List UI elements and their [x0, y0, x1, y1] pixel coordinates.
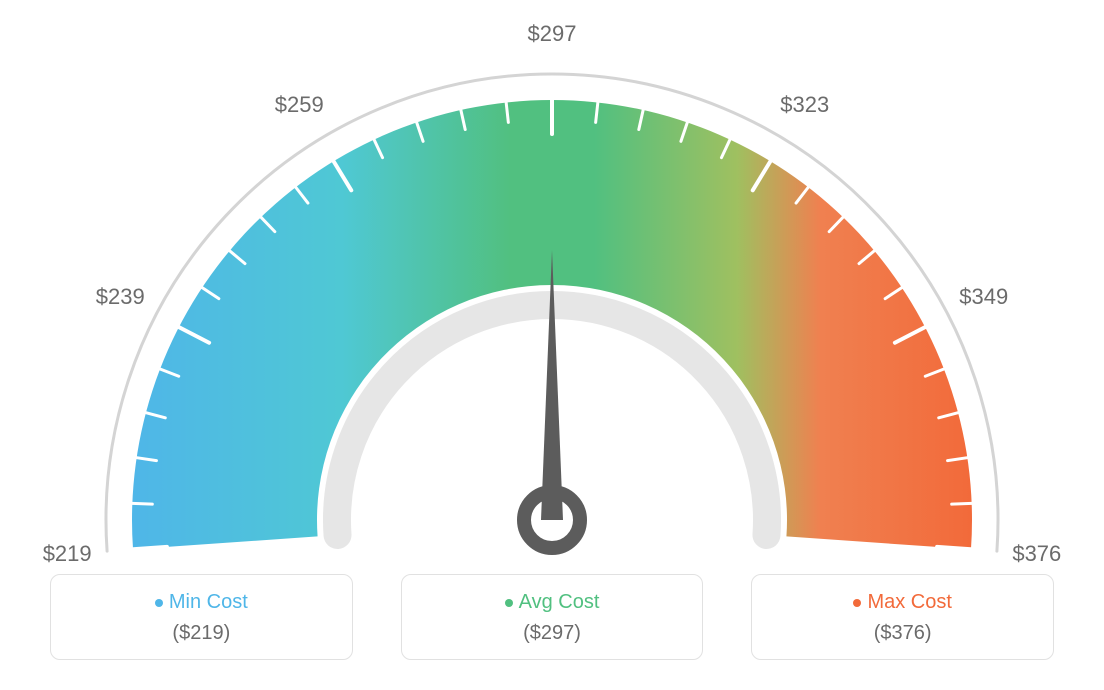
legend-row: Min Cost ($219) Avg Cost ($297) Max Cost… [0, 574, 1104, 660]
gauge-tick-label: $297 [528, 21, 577, 47]
gauge-tick-label: $376 [1012, 541, 1061, 567]
gauge-svg [0, 0, 1104, 560]
dot-icon [853, 599, 861, 607]
gauge-tick-label: $239 [96, 284, 145, 310]
legend-card-avg: Avg Cost ($297) [401, 574, 704, 660]
legend-title-text: Max Cost [867, 591, 951, 614]
dot-icon [155, 599, 163, 607]
legend-title-max: Max Cost [853, 591, 951, 614]
legend-title-avg: Avg Cost [505, 591, 600, 614]
legend-value-max: ($376) [762, 622, 1043, 645]
legend-card-min: Min Cost ($219) [50, 574, 353, 660]
gauge-tick-label: $349 [959, 284, 1008, 310]
legend-title-text: Min Cost [169, 591, 248, 614]
legend-value-min: ($219) [61, 622, 342, 645]
legend-title-min: Min Cost [155, 591, 248, 614]
legend-title-text: Avg Cost [519, 591, 600, 614]
gauge-tick-label: $323 [780, 92, 829, 118]
gauge-tick-label: $219 [43, 541, 92, 567]
legend-value-avg: ($297) [412, 622, 693, 645]
gauge-chart: $219$239$259$297$323$349$376 [0, 0, 1104, 560]
gauge-tick-label: $259 [275, 92, 324, 118]
legend-card-max: Max Cost ($376) [751, 574, 1054, 660]
dot-icon [505, 599, 513, 607]
